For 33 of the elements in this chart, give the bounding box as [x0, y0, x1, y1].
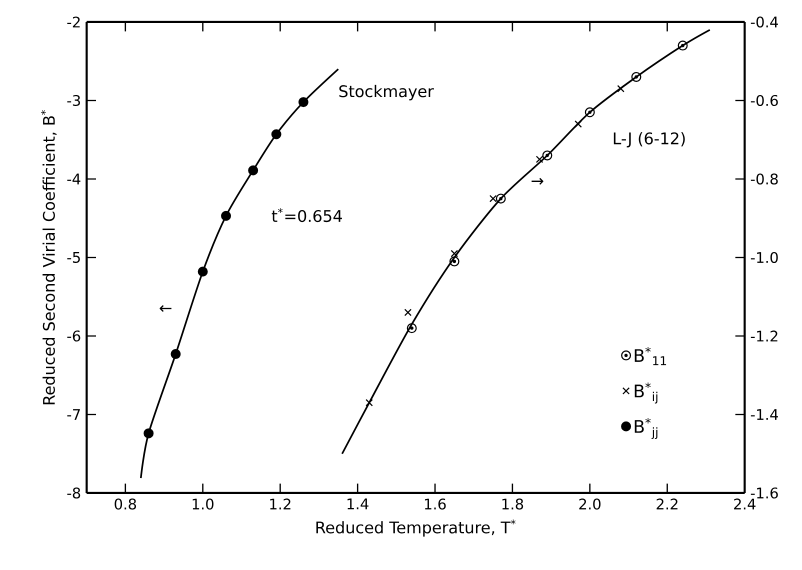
legend-label: B$^{*}$11 — [634, 347, 666, 366]
y-tick-label: -7 — [67, 409, 80, 420]
y2-tick-label: -1.0 — [750, 252, 778, 264]
y-axis-title: Reduced Second Virial Coefficient, B$^{*}$ — [40, 110, 57, 404]
x-tick-label: 0.8 — [114, 498, 136, 510]
y-tick-label: -8 — [67, 487, 80, 499]
x-tick-label: 1.0 — [192, 498, 214, 510]
x-tick-label: 2.0 — [579, 498, 601, 510]
annotation: t$^{*}$=0.654 — [272, 208, 342, 222]
y2-tick-label: -0.4 — [750, 16, 778, 28]
y2-tick-label: -1.4 — [750, 409, 778, 420]
legend-label: B$^{*}$ij — [634, 382, 658, 404]
y-tick-label: -6 — [67, 330, 80, 342]
x-tick-label: 2.4 — [734, 498, 756, 510]
y2-tick-label: -0.8 — [750, 173, 778, 185]
x-tick-label: 1.4 — [348, 498, 368, 510]
x-tick-label: 1.2 — [270, 498, 290, 510]
annotation: → — [532, 178, 544, 185]
x-axis-title: Reduced Temperature, T$^{*}$ — [316, 520, 516, 537]
y-tick-label: -4 — [67, 174, 80, 184]
legend-label: B$^{*}$jj — [634, 418, 658, 440]
y-tick-label: -2 — [67, 16, 80, 28]
y2-tick-label: -0.6 — [750, 94, 778, 106]
annotation: L-J (6-12) — [614, 132, 685, 148]
y-tick-label: -5 — [67, 252, 80, 263]
x-tick-label: 2.2 — [656, 498, 678, 510]
y2-tick-label: -1.2 — [750, 330, 778, 342]
y2-tick-label: -1.6 — [750, 487, 778, 499]
annotation: ← — [160, 305, 172, 312]
x-tick-label: 1.6 — [424, 498, 446, 510]
x-tick-label: 1.8 — [502, 498, 524, 510]
y-tick-label: -3 — [67, 94, 80, 106]
annotation: Stockmayer — [339, 84, 434, 100]
